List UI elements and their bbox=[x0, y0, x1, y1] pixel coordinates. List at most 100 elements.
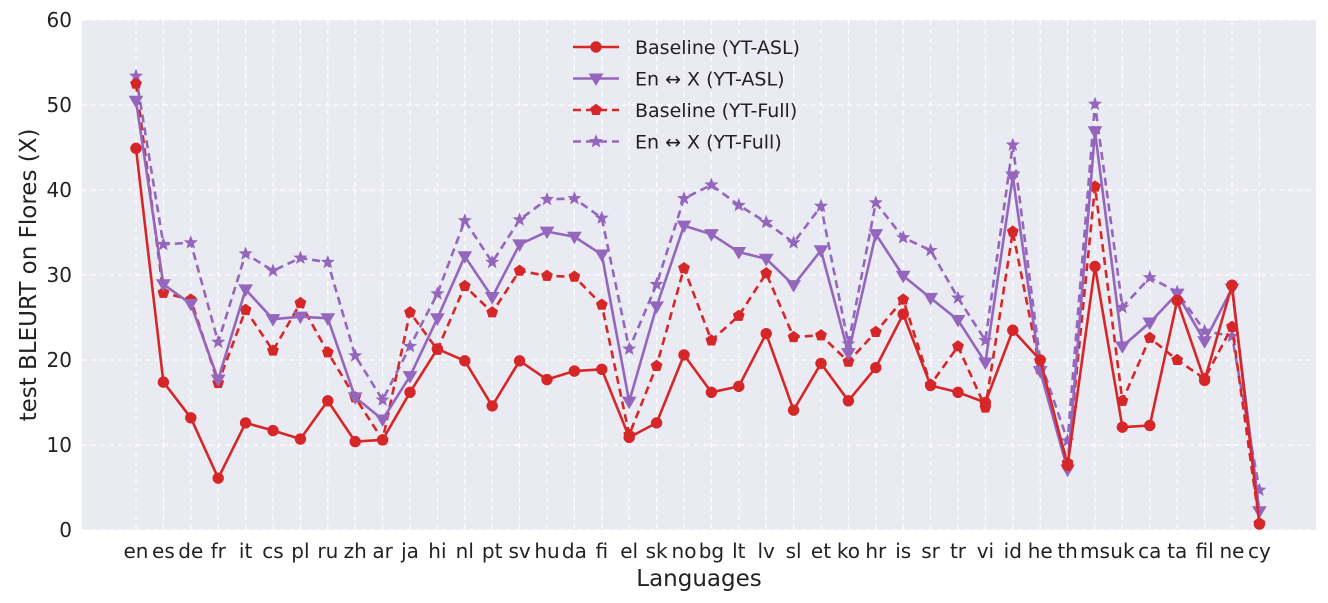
data-point bbox=[1197, 336, 1212, 349]
data-point bbox=[950, 315, 966, 328]
data-point bbox=[731, 247, 747, 260]
data-point bbox=[265, 263, 281, 277]
data-point bbox=[924, 379, 937, 392]
x-axis-ticks: en es de fr it cs pl ru zh ar ja hi nl pt sv hu da fi el sk… bbox=[124, 539, 1271, 563]
data-point bbox=[1171, 294, 1183, 307]
data-point bbox=[594, 249, 610, 263]
data-point bbox=[484, 292, 500, 305]
data-point bbox=[348, 348, 363, 362]
data-point bbox=[842, 355, 855, 367]
x-tick-label: hr bbox=[865, 539, 887, 563]
data-point bbox=[1007, 324, 1019, 336]
data-point bbox=[705, 386, 718, 398]
data-point bbox=[1143, 331, 1156, 343]
data-point bbox=[895, 270, 911, 284]
data-point bbox=[841, 348, 856, 361]
data-point bbox=[813, 198, 829, 213]
data-point bbox=[430, 286, 445, 300]
data-point bbox=[1253, 518, 1266, 530]
data-point bbox=[294, 433, 307, 445]
legend-label: En ↔ X (YT-ASL) bbox=[635, 69, 784, 91]
data-point bbox=[868, 229, 884, 242]
x-tick-label: de bbox=[178, 539, 203, 563]
data-point bbox=[1034, 354, 1046, 366]
data-point bbox=[431, 343, 444, 355]
data-point bbox=[265, 314, 281, 327]
x-tick-label: th bbox=[1057, 539, 1078, 563]
x-tick-label: ca bbox=[1138, 539, 1161, 563]
data-point bbox=[458, 279, 471, 292]
data-point bbox=[1089, 260, 1101, 273]
x-tick-label: da bbox=[562, 539, 587, 563]
data-point bbox=[868, 195, 883, 209]
data-point bbox=[704, 177, 719, 191]
x-tick-label: pt bbox=[482, 539, 503, 563]
data-point bbox=[238, 284, 253, 297]
data-point bbox=[568, 270, 581, 282]
x-tick-label: cy bbox=[1248, 539, 1271, 563]
x-tick-label: sk bbox=[646, 539, 668, 563]
y-tick-label: 60 bbox=[47, 8, 72, 32]
data-point bbox=[978, 357, 993, 371]
data-point bbox=[732, 309, 745, 321]
data-point bbox=[238, 246, 253, 260]
data-point bbox=[1226, 279, 1238, 291]
series-layer bbox=[128, 68, 1267, 530]
data-point bbox=[210, 374, 226, 388]
x-tick-label: sr bbox=[921, 539, 940, 563]
legend-marker bbox=[588, 73, 604, 86]
data-point bbox=[1087, 96, 1103, 111]
data-point bbox=[376, 434, 389, 446]
data-point bbox=[513, 264, 526, 276]
x-tick-label: hu bbox=[534, 539, 559, 563]
data-point bbox=[567, 191, 582, 205]
data-point bbox=[1252, 506, 1267, 519]
data-point bbox=[842, 395, 855, 407]
data-point bbox=[897, 308, 909, 320]
data-point bbox=[1087, 126, 1103, 139]
x-tick-label: ta bbox=[1167, 539, 1187, 563]
x-tick-label: it bbox=[239, 539, 253, 563]
series-1 bbox=[130, 142, 1266, 530]
series-line bbox=[134, 83, 1261, 524]
data-point bbox=[375, 414, 390, 427]
data-point bbox=[952, 340, 964, 352]
x-tick-label: sv bbox=[508, 539, 530, 563]
y-tick-label: 40 bbox=[47, 178, 72, 202]
data-point bbox=[923, 242, 938, 257]
data-point bbox=[896, 230, 911, 244]
data-point bbox=[486, 400, 498, 412]
data-point bbox=[130, 142, 142, 155]
legend-label: Baseline (YT-Full) bbox=[635, 100, 797, 122]
legend-marker bbox=[588, 134, 604, 148]
x-tick-label: pl bbox=[291, 539, 309, 563]
x-tick-label: cs bbox=[262, 539, 283, 563]
legend-item: En ↔ X (YT-Full) bbox=[573, 132, 782, 154]
x-tick-label: nl bbox=[456, 539, 474, 563]
data-point bbox=[704, 229, 719, 242]
data-point bbox=[650, 359, 663, 371]
data-point bbox=[950, 290, 966, 304]
y-tick-label: 30 bbox=[47, 263, 72, 287]
legend-label: Baseline (YT-ASL) bbox=[635, 37, 800, 59]
data-point bbox=[787, 404, 800, 416]
data-point bbox=[760, 267, 773, 279]
data-point bbox=[979, 396, 992, 409]
data-point bbox=[1005, 171, 1021, 184]
x-axis-label: Languages bbox=[636, 566, 762, 592]
data-point bbox=[402, 371, 418, 384]
data-point bbox=[239, 417, 252, 429]
data-point bbox=[622, 341, 637, 355]
x-tick-label: no bbox=[672, 539, 697, 563]
y-tick-label: 0 bbox=[59, 518, 72, 542]
data-point bbox=[1116, 421, 1129, 433]
data-point bbox=[183, 298, 199, 312]
data-point bbox=[705, 334, 718, 346]
legend-item: Baseline (YT-ASL) bbox=[573, 37, 800, 59]
data-point bbox=[731, 197, 746, 212]
data-point bbox=[1142, 317, 1158, 331]
x-tick-label: en bbox=[124, 539, 149, 563]
x-tick-label: vi bbox=[977, 539, 994, 563]
x-tick-label: uk bbox=[1110, 539, 1135, 563]
data-point bbox=[156, 237, 171, 251]
